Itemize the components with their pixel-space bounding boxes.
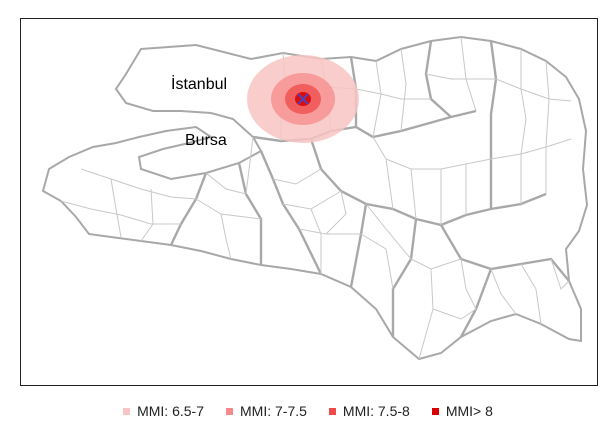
legend-label: MMI: 7-7.5 bbox=[240, 403, 307, 419]
city-label-istanbul: İstanbul bbox=[171, 76, 228, 93]
legend-item-mmi-6-5-7: MMI: 6.5-7 bbox=[123, 403, 204, 419]
legend-label: MMI: 7.5-8 bbox=[342, 403, 410, 419]
legend-item-mmi-7-5-8: MMI: 7.5-8 bbox=[328, 403, 410, 419]
legend-label: MMI> 8 bbox=[445, 403, 493, 419]
legend-item-mmi-gt-8: MMI> 8 bbox=[431, 403, 493, 419]
map-frame[interactable]: İstanbul Bursa bbox=[20, 18, 598, 386]
epicenter-marker[interactable] bbox=[297, 93, 309, 105]
legend-swatch bbox=[328, 407, 336, 415]
legend-swatch bbox=[431, 407, 439, 415]
legend-swatch bbox=[226, 407, 233, 415]
legend-label: MMI: 6.5-7 bbox=[137, 403, 204, 419]
legend: MMI: 6.5-7 MMI: 7-7.5 MMI: 7.5-8 MMI> 8 bbox=[0, 400, 616, 422]
x-cross-icon-stroke-b bbox=[297, 93, 309, 105]
legend-item-mmi-7-7-5: MMI: 7-7.5 bbox=[226, 403, 307, 419]
city-label-bursa: Bursa bbox=[185, 132, 227, 149]
legend-swatch bbox=[123, 407, 131, 415]
region-map[interactable] bbox=[21, 19, 598, 386]
